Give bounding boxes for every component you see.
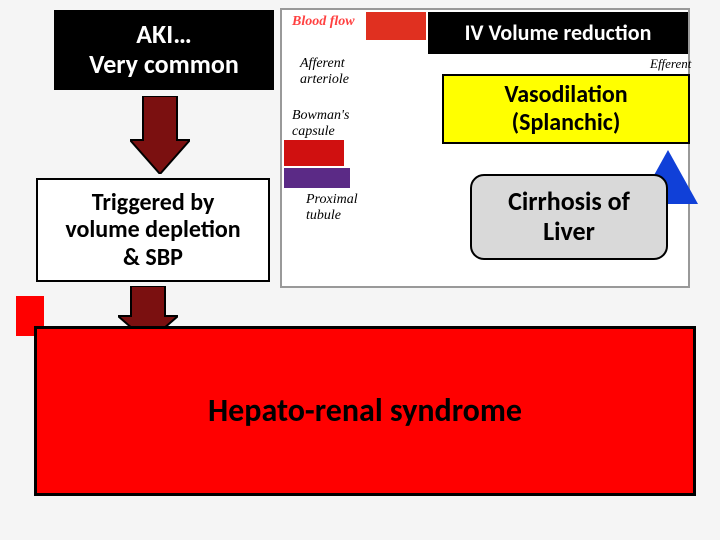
label-efferent: Efferent [650,56,691,72]
diagram-purple-block [284,168,350,188]
arrow-aki-to-trigger [130,96,190,174]
trigger-line2: volume depletion [65,216,240,244]
box-triggered: Triggered by volume depletion & SBP [36,178,270,282]
cirrhosis-line1: Cirrhosis of [508,187,630,217]
iv-text: IV Volume reduction [465,20,652,45]
trigger-line3: & SBP [123,244,183,272]
label-afferent: Afferent arteriole [300,56,349,88]
box-cirrhosis: Cirrhosis of Liver [470,174,668,260]
hrs-text: Hepato-renal syndrome [208,393,522,430]
trigger-line1: Triggered by [92,189,215,217]
box-aki: AKI… Very common [54,10,274,90]
cirrhosis-line2: Liver [543,217,595,247]
box-hepatorenal: Hepato-renal syndrome [34,326,696,496]
label-bowman: Bowman's capsule [292,108,349,140]
aki-line2: Very common [89,50,239,80]
box-vasodilation: Vasodilation (Splanchic) [442,74,690,144]
vaso-line2: (Splanchic) [512,109,621,137]
diagram-red-band [366,12,426,40]
vaso-line1: Vasodilation [504,81,627,109]
aki-line1: AKI… [136,20,191,50]
label-proximal: Proximal tubule [306,192,358,224]
label-blood-flow: Blood flow [292,14,355,30]
box-iv-volume: IV Volume reduction [428,12,688,54]
diagram-red-block [284,140,344,166]
